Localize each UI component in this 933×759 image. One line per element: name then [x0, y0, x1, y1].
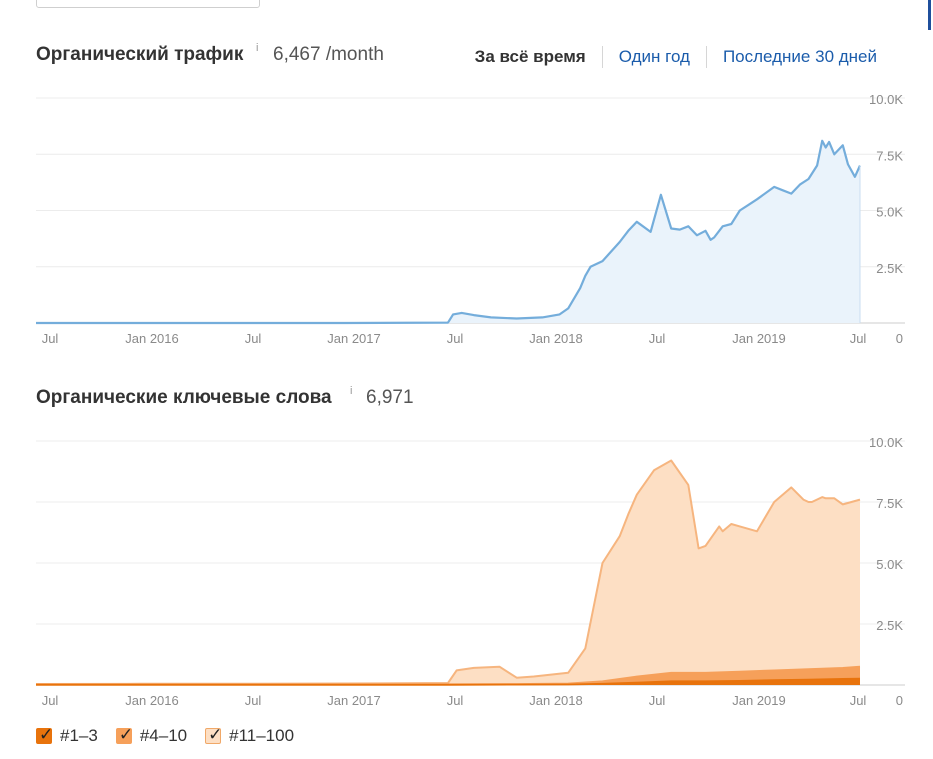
x-tick-label: Jan 2018 [529, 693, 583, 708]
traffic-info-icon[interactable]: i [256, 42, 259, 54]
x-tick-label: Jul [649, 331, 666, 346]
series-area-4-10 [36, 666, 860, 685]
x-tick-label: Jan 2019 [732, 331, 786, 346]
checkbox-4-10[interactable]: ✓ [115, 725, 134, 744]
range-tab-last-30-days[interactable]: Последние 30 дней [722, 47, 877, 66]
traffic-line [36, 139, 862, 325]
filter-dropdown[interactable] [36, 0, 260, 8]
x-tick-label: Jul [447, 693, 464, 708]
traffic-value: 6,467 [273, 44, 321, 65]
legend-label-top3: #1–3 [60, 726, 98, 745]
keywords-value: 6,971 [366, 387, 414, 408]
checkbox-11-100[interactable]: ✓ [205, 725, 223, 744]
y-tick-label: 0 [896, 331, 903, 346]
x-tick-label: Jan 2019 [732, 693, 786, 708]
checkbox-top3[interactable]: ✓ [36, 725, 54, 744]
y-tick-label: 0 [896, 693, 903, 708]
check-icon: ✓ [118, 725, 134, 744]
traffic-area [36, 140, 860, 323]
series-area-11-100 [36, 460, 860, 685]
traffic-chart: 0 2.5K 5.0K 7.5K 10.0K Jul Jan 2016 Jul Jan 2017… [36, 92, 905, 346]
legend-label-4-10: #4–10 [139, 726, 188, 745]
x-tick-label: Jan 2017 [327, 693, 381, 708]
legend-item-11-100[interactable]: ✓ #11–100 [205, 725, 295, 746]
traffic-title: Органический трафик [36, 44, 244, 65]
x-tick-label: Jul [42, 693, 59, 708]
x-tick-label: Jul [42, 331, 59, 346]
legend-item-4-10[interactable]: ✓ #4–10 [115, 725, 188, 746]
traffic-unit: /month [325, 44, 384, 65]
y-tick-label: 10.0K [869, 435, 903, 450]
keywords-chart: 0 2.5K 5.0K 7.5K 10.0K Jul Jan 2016 Jul Jan 2017… [35, 435, 905, 708]
series-area-top3-line [36, 677, 861, 686]
range-tabs: За всё время Один год Последние 30 дней [475, 46, 877, 68]
y-tick-label: 10.0K [869, 92, 903, 107]
series-area-top3 [36, 678, 860, 685]
scroll-edge [928, 0, 931, 30]
traffic-metric: 6,467 /month [273, 44, 384, 66]
x-tick-label: Jan 2018 [529, 331, 583, 346]
x-tick-label: Jul [850, 331, 867, 346]
keywords-legend: ✓ #1–3 ✓ #4–10 ✓ #11–100 [36, 725, 295, 746]
y-tick-label: 7.5K [876, 148, 903, 163]
range-divider [705, 46, 707, 68]
x-tick-label: Jan 2017 [327, 331, 381, 346]
x-tick-label: Jul [245, 693, 262, 708]
keywords-info-icon[interactable]: i [350, 385, 353, 397]
keywords-title: Органические ключевые слова [36, 387, 332, 408]
legend-item-top3[interactable]: ✓ #1–3 [36, 725, 98, 746]
range-tab-all-time[interactable]: За всё время [474, 47, 586, 66]
y-tick-label: 2.5K [876, 618, 903, 633]
x-tick-label: Jul [245, 331, 262, 346]
range-divider [601, 46, 603, 68]
x-tick-label: Jul [850, 693, 867, 708]
check-icon: ✓ [39, 725, 54, 744]
x-tick-label: Jul [447, 331, 464, 346]
check-icon: ✓ [208, 725, 223, 744]
x-tick-label: Jul [649, 693, 666, 708]
legend-label-11-100: #11–100 [229, 726, 295, 745]
x-tick-label: Jan 2016 [125, 331, 179, 346]
range-tab-one-year[interactable]: Один год [618, 47, 690, 66]
series-area-11-100-line [35, 459, 861, 685]
y-tick-label: 5.0K [876, 557, 903, 572]
y-tick-label: 5.0K [876, 205, 903, 220]
x-tick-label: Jan 2016 [125, 693, 179, 708]
y-tick-label: 7.5K [876, 496, 903, 511]
y-tick-label: 2.5K [876, 261, 903, 276]
